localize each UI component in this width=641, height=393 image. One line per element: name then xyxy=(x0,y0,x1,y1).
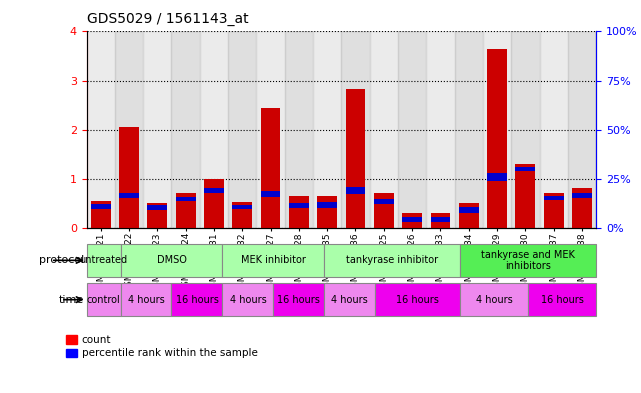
Text: GDS5029 / 1561143_at: GDS5029 / 1561143_at xyxy=(87,12,248,26)
Bar xyxy=(289,196,309,228)
Bar xyxy=(172,31,200,228)
Bar xyxy=(200,31,228,228)
Text: 4 hours: 4 hours xyxy=(476,295,513,305)
Bar xyxy=(87,31,115,228)
Bar xyxy=(572,188,592,228)
Bar xyxy=(232,205,252,209)
Bar xyxy=(87,283,121,316)
Text: 16 hours: 16 hours xyxy=(541,295,583,305)
Bar xyxy=(324,283,376,316)
Legend: count, percentile rank within the sample: count, percentile rank within the sample xyxy=(66,335,258,358)
Bar xyxy=(544,195,563,200)
Bar xyxy=(460,244,596,277)
Bar xyxy=(91,204,111,209)
Bar xyxy=(459,208,479,213)
Bar xyxy=(512,31,540,228)
Bar xyxy=(204,179,224,228)
Bar xyxy=(176,193,196,228)
Text: control: control xyxy=(87,295,121,305)
Bar xyxy=(515,164,535,228)
Text: 4 hours: 4 hours xyxy=(331,295,368,305)
Bar xyxy=(487,49,507,228)
Text: 16 hours: 16 hours xyxy=(176,295,219,305)
Text: 16 hours: 16 hours xyxy=(278,295,320,305)
Bar xyxy=(540,31,568,228)
Bar xyxy=(345,187,365,193)
Text: protocol: protocol xyxy=(38,255,84,265)
Bar xyxy=(431,217,451,222)
Bar xyxy=(232,202,252,228)
Text: MEK inhibitor: MEK inhibitor xyxy=(241,255,306,265)
Bar xyxy=(121,244,222,277)
Bar xyxy=(176,196,196,201)
Bar xyxy=(487,173,507,181)
Text: DMSO: DMSO xyxy=(156,255,187,265)
Bar xyxy=(317,202,337,208)
Bar xyxy=(341,31,370,228)
Bar xyxy=(515,167,535,171)
Bar xyxy=(274,283,324,316)
Bar xyxy=(431,213,451,228)
Bar xyxy=(376,283,460,316)
Bar xyxy=(204,187,224,193)
Bar xyxy=(483,31,512,228)
Bar xyxy=(222,244,324,277)
Bar xyxy=(544,193,563,228)
Bar xyxy=(228,31,256,228)
Bar xyxy=(460,283,528,316)
Bar xyxy=(345,90,365,228)
Bar xyxy=(172,283,222,316)
Text: tankyrase and MEK
inhibitors: tankyrase and MEK inhibitors xyxy=(481,250,575,271)
Bar xyxy=(261,191,281,197)
Bar xyxy=(402,213,422,228)
Bar xyxy=(87,244,121,277)
Bar xyxy=(528,283,596,316)
Bar xyxy=(568,31,596,228)
Bar xyxy=(91,201,111,228)
Text: 4 hours: 4 hours xyxy=(229,295,266,305)
Bar xyxy=(374,200,394,204)
Bar xyxy=(572,193,592,198)
Bar xyxy=(261,108,281,228)
Bar xyxy=(121,283,172,316)
Bar xyxy=(285,31,313,228)
Text: tankyrase inhibitor: tankyrase inhibitor xyxy=(346,255,438,265)
Bar xyxy=(143,31,172,228)
Bar xyxy=(374,193,394,228)
Bar xyxy=(289,204,309,208)
Bar xyxy=(115,31,143,228)
Bar xyxy=(324,244,460,277)
Bar xyxy=(256,31,285,228)
Bar xyxy=(147,205,167,210)
Text: 4 hours: 4 hours xyxy=(128,295,164,305)
Text: time: time xyxy=(59,295,84,305)
Bar xyxy=(317,196,337,228)
Bar xyxy=(119,193,139,198)
Text: untreated: untreated xyxy=(79,255,128,265)
Bar xyxy=(119,127,139,228)
Bar xyxy=(426,31,454,228)
Text: 16 hours: 16 hours xyxy=(396,295,439,305)
Bar xyxy=(370,31,398,228)
Bar xyxy=(147,204,167,228)
Bar xyxy=(313,31,341,228)
Bar xyxy=(222,283,274,316)
Bar xyxy=(459,204,479,228)
Bar xyxy=(454,31,483,228)
Bar xyxy=(402,217,422,222)
Bar xyxy=(398,31,426,228)
